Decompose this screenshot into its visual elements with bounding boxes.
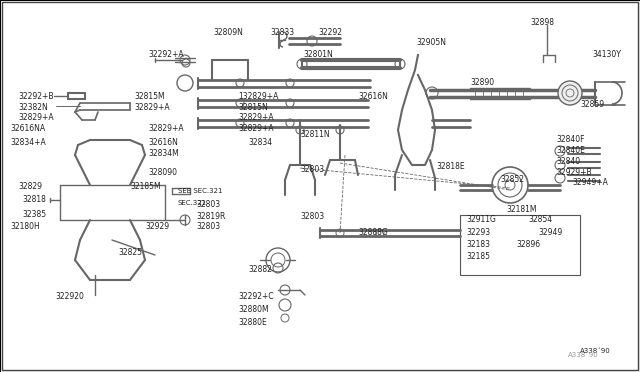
- Text: 32180H: 32180H: [10, 222, 40, 231]
- Text: 32888G: 32888G: [358, 228, 388, 237]
- Text: 32896: 32896: [516, 240, 540, 249]
- Text: 32825: 32825: [118, 248, 142, 257]
- Text: 32183: 32183: [466, 240, 490, 249]
- Text: 32616N: 32616N: [148, 138, 178, 147]
- Text: 32949+A: 32949+A: [572, 178, 608, 187]
- Text: 32185: 32185: [466, 252, 490, 261]
- Text: 32834M: 32834M: [148, 149, 179, 158]
- Circle shape: [558, 81, 582, 105]
- Text: 32859: 32859: [580, 100, 604, 109]
- Text: 32185M: 32185M: [130, 182, 161, 191]
- Text: 328090: 328090: [148, 168, 177, 177]
- Text: 32292+A: 32292+A: [148, 50, 184, 59]
- Text: 32616N: 32616N: [358, 92, 388, 101]
- Text: 32803: 32803: [300, 165, 324, 174]
- Text: 32815M: 32815M: [134, 92, 164, 101]
- Text: 32840E: 32840E: [556, 146, 585, 155]
- Text: 32819R: 32819R: [196, 212, 225, 221]
- Text: 32834+A: 32834+A: [10, 138, 45, 147]
- Text: 32880E: 32880E: [238, 318, 267, 327]
- Text: 32292: 32292: [318, 28, 342, 37]
- Text: 32829+A: 32829+A: [238, 124, 274, 133]
- Text: 32929: 32929: [145, 222, 169, 231]
- Text: 32818: 32818: [22, 195, 46, 204]
- Text: 32854: 32854: [528, 215, 552, 224]
- Text: 32181M: 32181M: [506, 205, 536, 214]
- Text: 32880M: 32880M: [238, 305, 269, 314]
- Text: SEE SEC.321: SEE SEC.321: [178, 188, 223, 194]
- Text: 32809N: 32809N: [213, 28, 243, 37]
- Text: 32803: 32803: [300, 212, 324, 221]
- Text: 32840: 32840: [556, 157, 580, 166]
- Text: 32616NA: 32616NA: [10, 124, 45, 133]
- Text: 32833: 32833: [270, 28, 294, 37]
- Text: 32818E: 32818E: [436, 162, 465, 171]
- Text: 32882: 32882: [248, 265, 272, 274]
- Text: SEC.321: SEC.321: [178, 200, 207, 206]
- Text: 32382N: 32382N: [18, 103, 48, 112]
- Text: 32929+B: 32929+B: [556, 168, 591, 177]
- Text: 132829+A: 132829+A: [238, 92, 278, 101]
- Text: 32829+A: 32829+A: [238, 113, 274, 122]
- Text: 32801N: 32801N: [303, 50, 333, 59]
- Text: 32803: 32803: [196, 222, 220, 231]
- Text: 322920: 322920: [55, 292, 84, 301]
- Text: 32811N: 32811N: [300, 130, 330, 139]
- Bar: [460, 215, 580, 275]
- Text: 32898: 32898: [530, 18, 554, 27]
- Text: 32292+B: 32292+B: [18, 92, 54, 101]
- Text: A338´90: A338´90: [580, 348, 611, 354]
- Text: 32829+A: 32829+A: [18, 113, 54, 122]
- Text: 32829: 32829: [18, 182, 42, 191]
- Text: 32815N: 32815N: [238, 103, 268, 112]
- Text: A338´90: A338´90: [568, 352, 599, 358]
- Text: 32292+C: 32292+C: [238, 292, 274, 301]
- Text: 32840F: 32840F: [556, 135, 584, 144]
- Text: 32829+A: 32829+A: [148, 124, 184, 133]
- Text: 32905N: 32905N: [416, 38, 446, 47]
- Text: 32385: 32385: [22, 210, 46, 219]
- Text: 32293: 32293: [466, 228, 490, 237]
- Text: 32949: 32949: [538, 228, 563, 237]
- Text: 32829+A: 32829+A: [134, 103, 170, 112]
- Text: 32911G: 32911G: [466, 215, 496, 224]
- Text: 32890: 32890: [470, 78, 494, 87]
- Text: 32803: 32803: [196, 200, 220, 209]
- Text: 34130Y: 34130Y: [592, 50, 621, 59]
- Text: 32834: 32834: [248, 138, 272, 147]
- Text: 32852: 32852: [500, 175, 524, 184]
